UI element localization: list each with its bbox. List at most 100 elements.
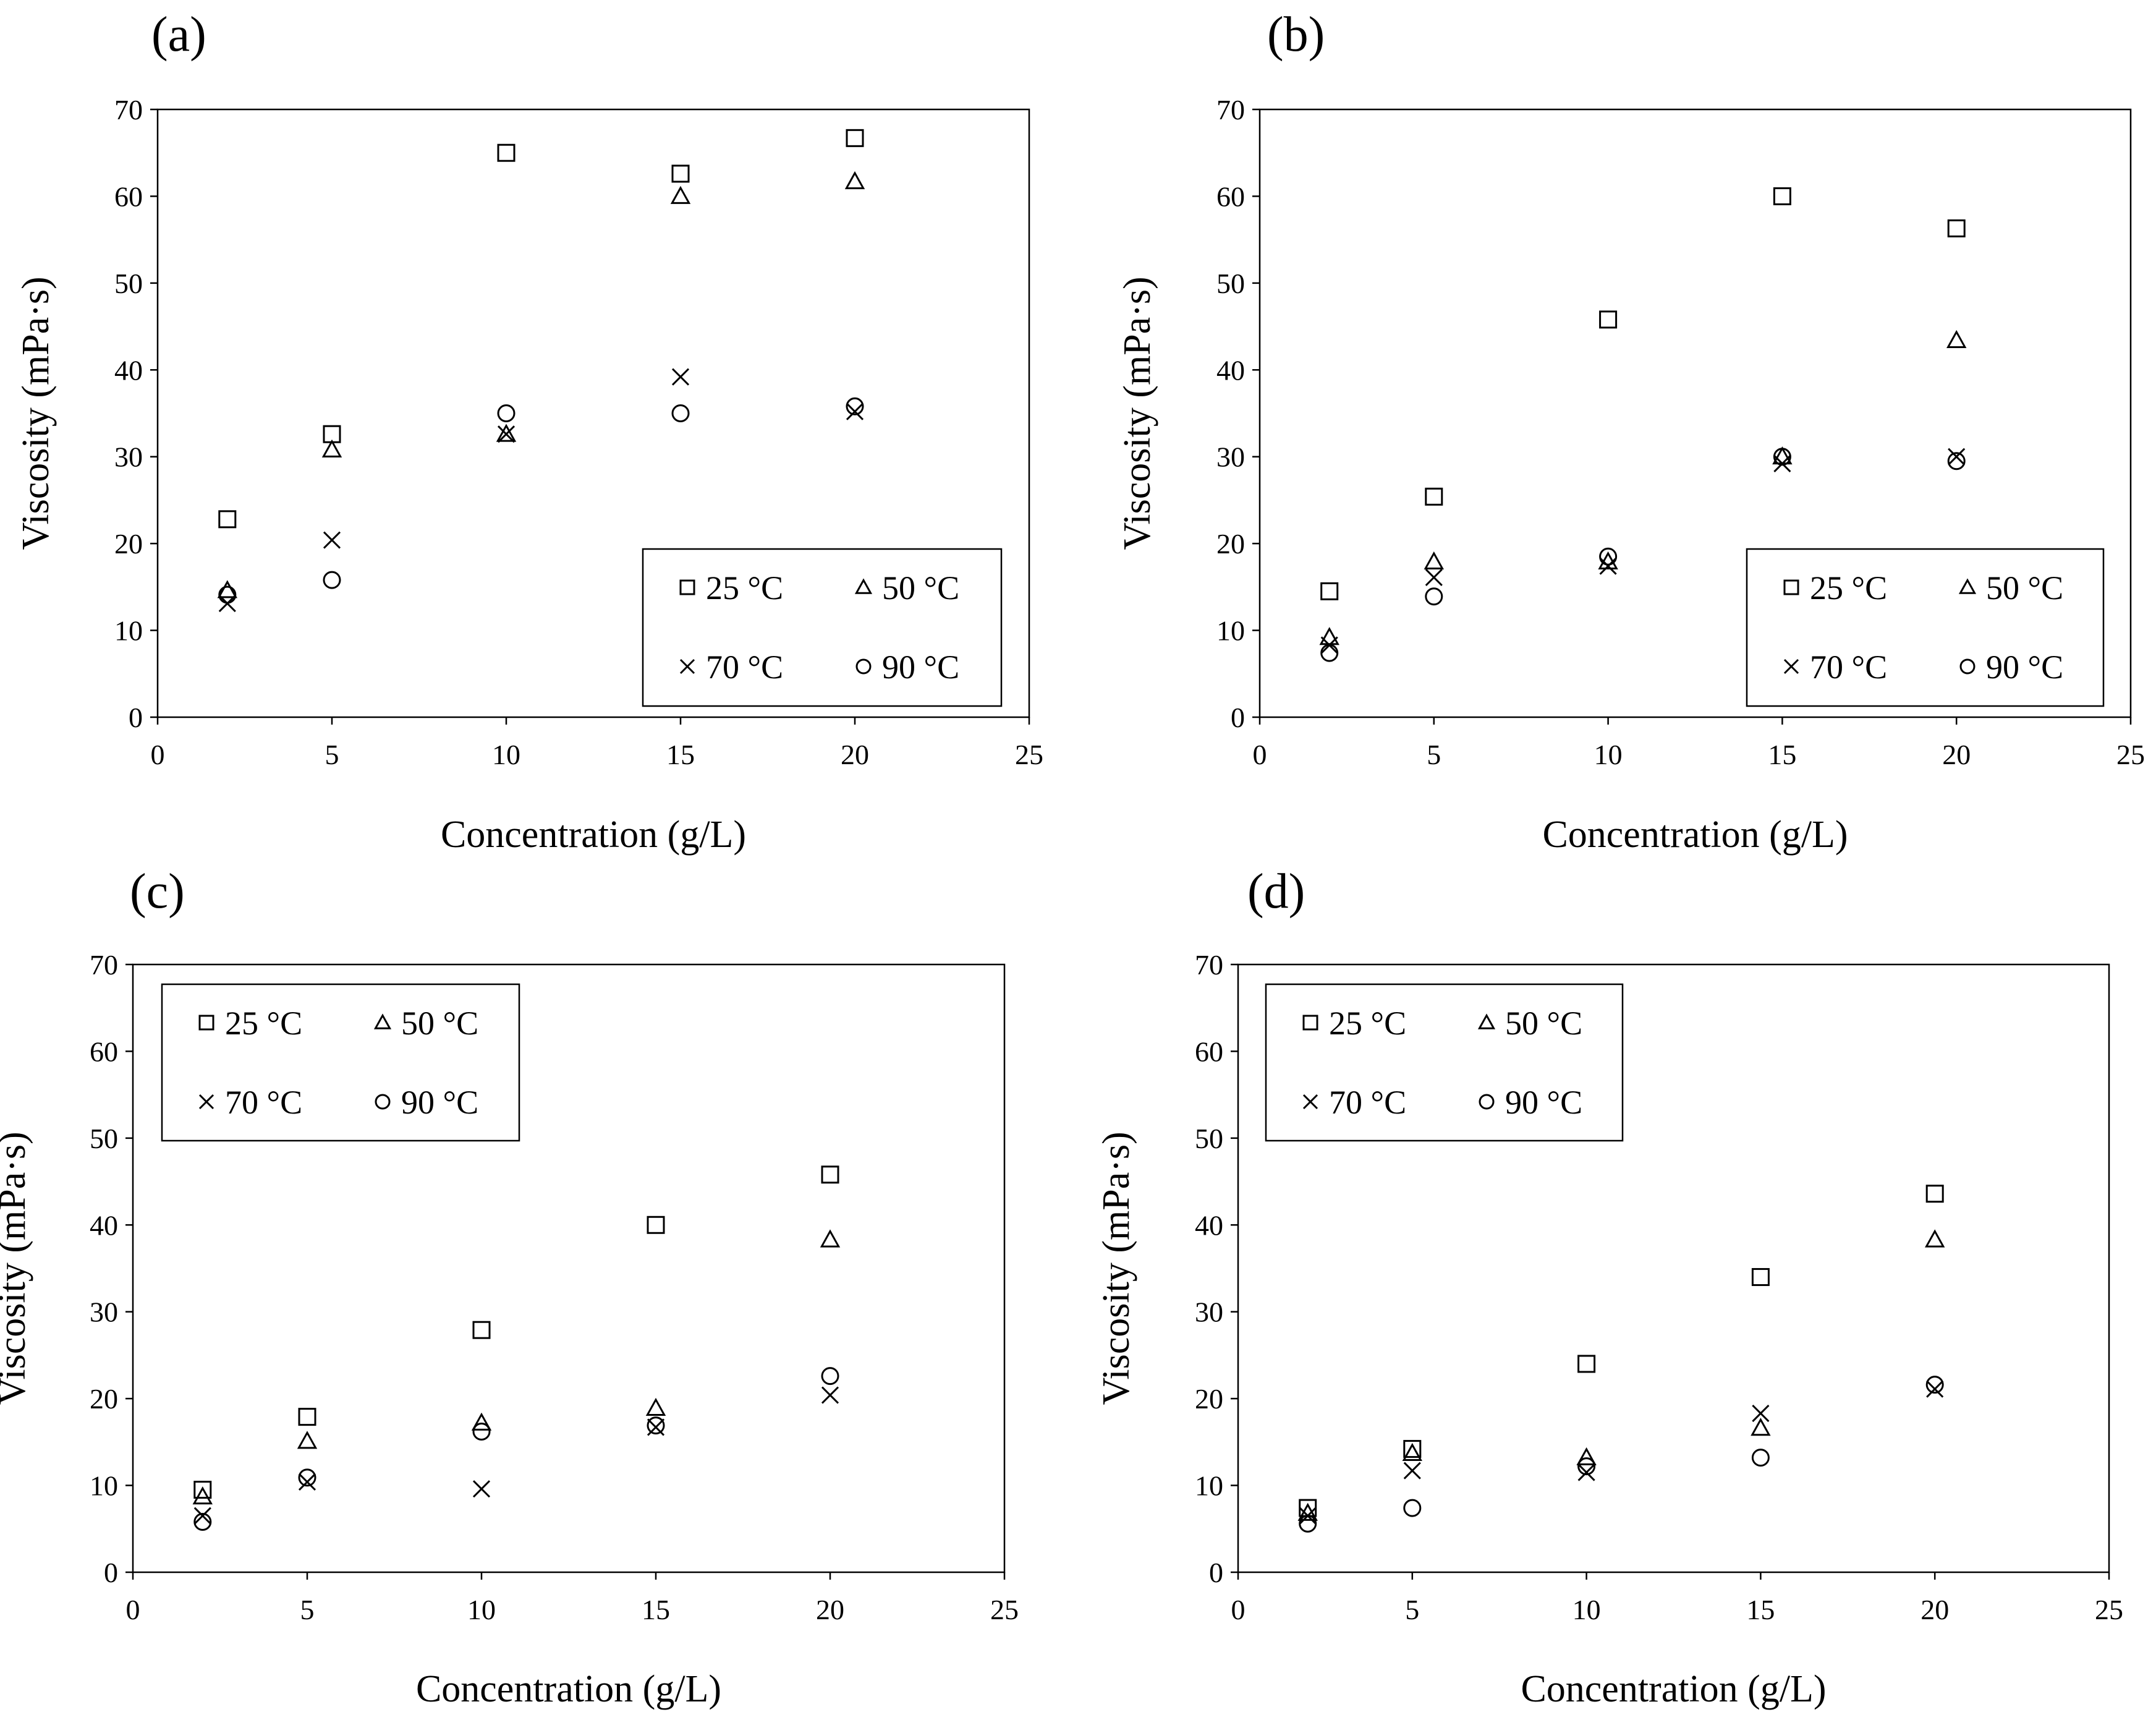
panel-label: (a) (151, 7, 206, 62)
x-tick-label: 10 (492, 739, 520, 770)
data-point-circle (1577, 1457, 1596, 1476)
x-tick-label: 15 (1768, 739, 1796, 770)
data-point-triangle (1402, 1442, 1422, 1462)
legend-marker-cross (1302, 1094, 1318, 1110)
legend-label: 70 °C (1329, 1084, 1406, 1121)
y-tick-label: 60 (90, 1036, 118, 1067)
x-tick-label: 0 (126, 1594, 140, 1625)
panel-label: (d) (1247, 864, 1305, 919)
data-point-square (1751, 1268, 1770, 1287)
data-point-cross (1425, 568, 1443, 586)
y-tick-label: 30 (1216, 441, 1245, 473)
legend-marker-circle (1959, 658, 1976, 675)
y-tick-label: 10 (114, 615, 143, 647)
data-point-triangle (1424, 551, 1444, 570)
data-point-triangle (1925, 1229, 1945, 1248)
data-point-square (671, 164, 690, 183)
x-tick-label: 25 (2116, 739, 2145, 770)
y-tick-label: 40 (1216, 354, 1245, 386)
legend-marker-triangle (854, 578, 873, 594)
y-axis-label: Viscosity (mPa·s) (15, 276, 57, 550)
data-point-square (218, 510, 237, 529)
plot-area (132, 963, 1006, 1573)
data-point-circle (1925, 1376, 1944, 1394)
data-point-circle (472, 1423, 491, 1441)
data-point-cross (1752, 1404, 1770, 1423)
legend-box (642, 548, 1003, 707)
data-point-circle (1425, 587, 1443, 606)
legend-label: 50 °C (1986, 569, 2063, 607)
y-tick-label: 0 (129, 702, 143, 733)
data-point-square (1773, 187, 1791, 205)
data-point-cross (298, 1473, 316, 1491)
data-point-square (1403, 1440, 1422, 1458)
data-point-triangle (645, 1397, 666, 1416)
data-point-square (1425, 487, 1443, 506)
panel-label: (b) (1267, 7, 1325, 62)
panel-label: (c) (130, 864, 185, 919)
y-tick-label: 60 (114, 181, 143, 212)
y-tick-label: 20 (90, 1383, 118, 1415)
x-tick-label: 10 (467, 1594, 496, 1625)
y-tick-label: 40 (114, 354, 143, 386)
x-tick-label: 20 (1920, 1594, 1949, 1625)
legend-marker-square (198, 1015, 214, 1031)
x-axis-label: Concentration (g/L) (1521, 1668, 1826, 1710)
legend-marker-triangle (1958, 578, 1977, 594)
data-point-circle (671, 404, 690, 422)
data-point-square (193, 1481, 212, 1499)
data-point-square (472, 1321, 491, 1339)
data-point-triangle (1751, 1418, 1771, 1436)
legend-label: 25 °C (706, 569, 783, 607)
x-tick-label: 25 (990, 1594, 1019, 1625)
x-tick-label: 15 (1746, 1594, 1775, 1625)
y-tick-label: 50 (1216, 268, 1245, 299)
data-point-square (497, 143, 516, 162)
chart-panel: 0 10 20 30 40 50 60 70 0 5 10 15 20 25 Concentration (… (1116, 7, 2145, 856)
y-tick-label: 40 (1195, 1209, 1223, 1241)
y-tick-label: 60 (1195, 1036, 1223, 1067)
x-tick-label: 25 (1015, 739, 1043, 770)
y-tick-label: 70 (90, 949, 118, 981)
legend-box (1746, 548, 2105, 707)
data-point-cross (821, 1386, 839, 1404)
data-point-square (1947, 219, 1966, 237)
chart-panel: 0 10 20 30 40 50 60 70 0 5 10 15 20 25 Concentration (… (1095, 864, 2123, 1710)
y-tick-label: 70 (1216, 94, 1245, 126)
y-tick-label: 60 (1216, 181, 1245, 212)
legend-marker-square (1302, 1015, 1318, 1031)
data-point-triangle (670, 185, 691, 204)
data-point-square (846, 129, 864, 147)
x-tick-label: 5 (1405, 1594, 1419, 1625)
legend-label: 70 °C (706, 649, 783, 686)
y-tick-label: 10 (1216, 615, 1245, 647)
y-axis-label: Viscosity (mPa·s) (0, 1131, 33, 1405)
data-point-cross (323, 531, 341, 549)
data-point-square (1577, 1355, 1596, 1373)
data-point-circle (1299, 1514, 1317, 1533)
chart-panel: 0 10 20 30 40 50 60 70 0 5 10 15 20 25 Concentration (… (15, 7, 1043, 856)
x-tick-label: 0 (1253, 739, 1267, 770)
x-tick-label: 5 (325, 739, 339, 770)
y-tick-label: 20 (114, 528, 143, 560)
data-point-triangle (1576, 1447, 1597, 1466)
y-tick-label: 20 (1195, 1383, 1223, 1415)
y-tick-label: 50 (114, 268, 143, 299)
data-point-circle (1773, 448, 1791, 466)
legend-label: 70 °C (225, 1084, 302, 1121)
x-tick-label: 0 (151, 739, 165, 770)
y-tick-label: 70 (1195, 949, 1223, 981)
data-point-cross (1403, 1462, 1421, 1479)
data-point-triangle (1319, 627, 1339, 645)
legend-marker-cross (198, 1094, 214, 1110)
y-tick-label: 0 (1231, 702, 1245, 733)
y-tick-label: 40 (90, 1209, 118, 1241)
legend-marker-square (679, 579, 695, 595)
data-point-triangle (496, 424, 517, 442)
y-tick-label: 30 (90, 1296, 118, 1328)
data-point-circle (497, 404, 516, 422)
data-point-square (647, 1215, 665, 1234)
data-point-square (1925, 1185, 1944, 1203)
x-tick-label: 0 (1231, 1594, 1246, 1625)
